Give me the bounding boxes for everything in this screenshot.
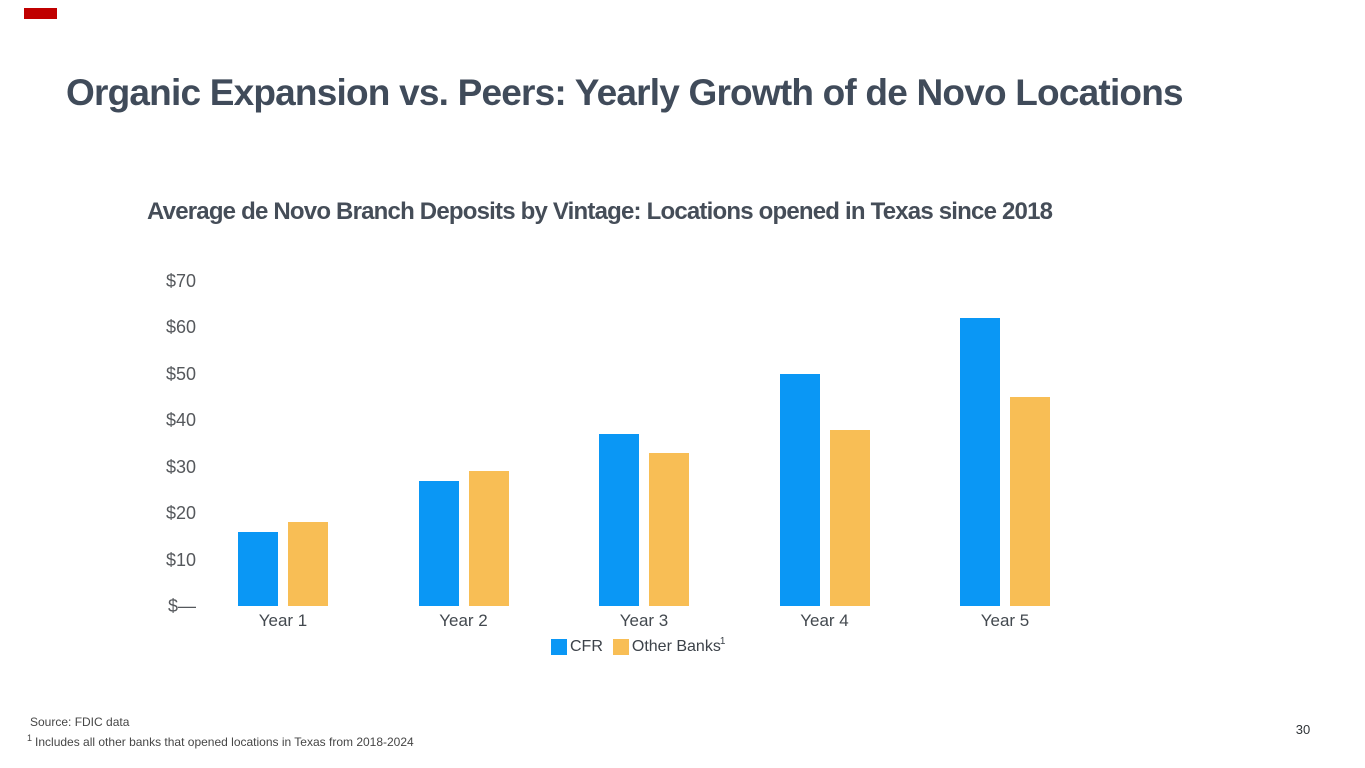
y-tick-60: $60 xyxy=(165,317,196,338)
y-tick-0: $— xyxy=(167,596,196,616)
legend-item-cfr: CFR xyxy=(551,637,603,657)
bar-other-banks-year-2 xyxy=(468,471,509,606)
legend-label-other-banks: Other Banks xyxy=(631,638,721,655)
legend-item-other-banks: Other Banks 1 xyxy=(612,636,726,657)
bar-cfr-year-3 xyxy=(599,434,639,606)
page-number: 30 xyxy=(1295,722,1311,737)
footnote-text: Includes all other banks that opened loc… xyxy=(35,735,414,749)
y-tick-30: $30 xyxy=(165,456,196,477)
y-tick-70: $70 xyxy=(165,271,196,291)
bar-cfr-year-5 xyxy=(960,318,1000,606)
slide-title: Organic Expansion vs. Peers: Yearly Grow… xyxy=(66,72,1184,113)
source-note: Source: FDIC data xyxy=(30,715,130,729)
legend-swatch-other-banks xyxy=(612,639,629,655)
bar-other-banks-year-4 xyxy=(829,430,870,606)
footnote: 1 Includes all other banks that opened lo… xyxy=(27,733,414,749)
chart-legend: CFR Other Banks 1 xyxy=(551,637,725,657)
bar-cfr-year-2 xyxy=(418,481,459,606)
x-label-year-1: Year 1 xyxy=(258,611,308,630)
x-label-year-3: Year 3 xyxy=(619,611,669,630)
bar-other-banks-year-1 xyxy=(288,522,328,606)
x-label-year-2: Year 2 xyxy=(439,611,488,630)
legend-footnote-marker: 1 xyxy=(719,636,726,647)
x-label-year-4: Year 4 xyxy=(800,611,849,630)
legend-swatch-cfr xyxy=(551,639,567,655)
x-label-year-5: Year 5 xyxy=(980,611,1030,630)
y-tick-20: $20 xyxy=(165,503,196,524)
footnote-marker: 1 xyxy=(27,733,33,743)
bar-cfr-year-1 xyxy=(238,532,278,606)
legend-label-cfr: CFR xyxy=(570,638,603,655)
y-tick-10: $10 xyxy=(165,549,196,570)
bar-other-banks-year-5 xyxy=(1010,397,1050,606)
bar-other-banks-year-3 xyxy=(649,453,689,606)
y-tick-40: $40 xyxy=(165,410,196,431)
bar-cfr-year-4 xyxy=(779,374,820,606)
y-tick-50: $50 xyxy=(165,363,196,384)
accent-mark xyxy=(24,8,57,19)
chart-title: Average de Novo Branch Deposits by Vinta… xyxy=(147,198,1053,225)
